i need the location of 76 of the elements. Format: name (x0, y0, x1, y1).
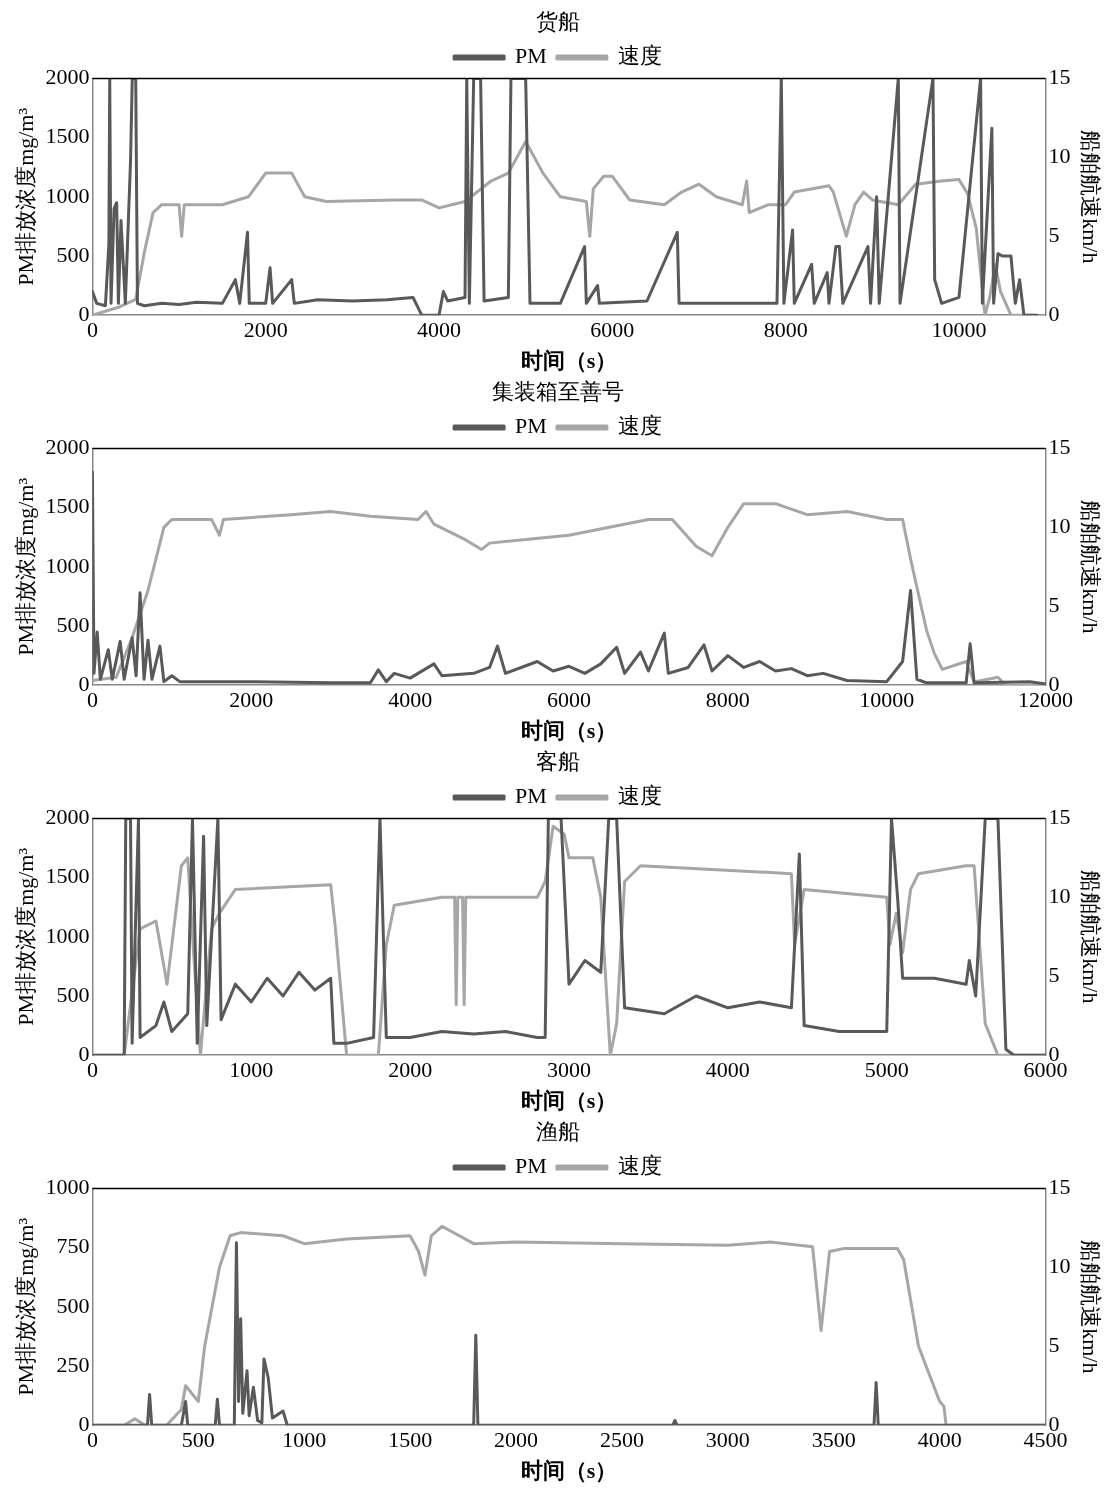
x-tick-label: 1000 (229, 1057, 274, 1083)
x-tick-label: 3000 (547, 1057, 591, 1083)
y2-axis-title: 船舶航速km/h (1078, 130, 1104, 264)
x-tick-label: 1000 (282, 1427, 327, 1453)
y-tick-label: 2000 (45, 64, 90, 90)
x-tick-label: 6000 (547, 687, 591, 713)
chart-title: 集装箱至善号 (492, 378, 624, 404)
y-tick-label: 750 (56, 1233, 90, 1259)
y-tick-label: 1000 (45, 922, 90, 948)
x-tick-label: 10000 (931, 317, 987, 343)
y-tick-label: 1500 (45, 863, 90, 889)
y2-tick-label: 5 (1048, 962, 1060, 988)
y2-axis-title: 船舶航速km/h (1078, 1240, 1104, 1374)
y-axis-title: PM排放浓度mg/m³ (12, 477, 38, 656)
x-tick-label: 2000 (388, 1057, 433, 1083)
y2-tick-label: 15 (1048, 1174, 1071, 1200)
legend-label: PM (515, 43, 547, 69)
y2-tick-label: 15 (1048, 434, 1071, 460)
y-tick-label: 1000 (45, 552, 90, 578)
x-tick-label: 500 (181, 1427, 215, 1453)
x-axis-title: 时间（s） (520, 348, 618, 374)
y-axis-title: PM排放浓度mg/m³ (12, 107, 38, 286)
x-axis-title: 时间（s） (520, 1088, 618, 1114)
x-axis-title: 时间（s） (520, 718, 618, 744)
y-tick-label: 500 (56, 611, 90, 637)
y-tick-label: 250 (56, 1351, 90, 1377)
y2-tick-label: 5 (1048, 222, 1060, 248)
legend-label: PM (515, 1153, 547, 1179)
chart-title: 客船 (536, 748, 580, 774)
x-tick-label: 1500 (388, 1427, 433, 1453)
legend-label: PM (515, 783, 547, 809)
y-tick-label: 2000 (45, 434, 90, 460)
x-tick-label: 10000 (859, 687, 915, 713)
y2-tick-label: 0 (1048, 300, 1060, 326)
y2-tick-label: 10 (1048, 513, 1071, 539)
y2-tick-label: 10 (1048, 1253, 1071, 1279)
x-tick-label: 2000 (229, 687, 274, 713)
x-tick-label: 3000 (705, 1427, 750, 1453)
y2-tick-label: 15 (1048, 804, 1071, 830)
legend-label: PM (515, 413, 547, 439)
y-tick-label: 2000 (45, 804, 90, 830)
x-tick-label: 4000 (705, 1057, 750, 1083)
x-tick-label: 4000 (917, 1427, 962, 1453)
legend-label: 速度 (617, 43, 662, 69)
y-tick-label: 1000 (45, 182, 90, 208)
x-tick-label: 3500 (811, 1427, 856, 1453)
y-axis-title: PM排放浓度mg/m³ (12, 847, 38, 1026)
y2-tick-label: 10 (1048, 883, 1071, 909)
x-tick-label: 2000 (243, 317, 288, 343)
x-tick-label: 2000 (494, 1427, 539, 1453)
y-tick-label: 500 (56, 241, 90, 267)
y-tick-label: 1500 (45, 493, 90, 519)
x-tick-label: 8000 (705, 687, 750, 713)
x-tick-label: 5000 (864, 1057, 909, 1083)
y-tick-label: 500 (56, 1292, 90, 1318)
y-axis-title: PM排放浓度mg/m³ (12, 1217, 38, 1396)
x-tick-label: 6000 (590, 317, 635, 343)
y2-tick-label: 10 (1048, 143, 1071, 169)
x-tick-label: 2500 (599, 1427, 644, 1453)
legend-label: 速度 (617, 413, 662, 439)
legend-label: 速度 (617, 783, 662, 809)
x-tick-label: 4000 (388, 687, 433, 713)
y2-axis-title: 船舶航速km/h (1078, 500, 1104, 634)
chart-title: 货船 (536, 8, 580, 34)
y-tick-label: 1000 (45, 1174, 90, 1200)
y2-tick-label: 15 (1048, 64, 1071, 90)
chart-title: 渔船 (536, 1118, 580, 1144)
x-tick-label: 8000 (763, 317, 808, 343)
y2-tick-label: 5 (1048, 1332, 1060, 1358)
y2-tick-label: 5 (1048, 592, 1060, 618)
x-axis-title: 时间（s） (520, 1458, 618, 1484)
x-tick-label: 4000 (417, 317, 462, 343)
y2-axis-title: 船舶航速km/h (1078, 870, 1104, 1004)
y-tick-label: 1500 (45, 123, 90, 149)
legend-label: 速度 (617, 1153, 662, 1179)
y-tick-label: 500 (56, 981, 90, 1007)
